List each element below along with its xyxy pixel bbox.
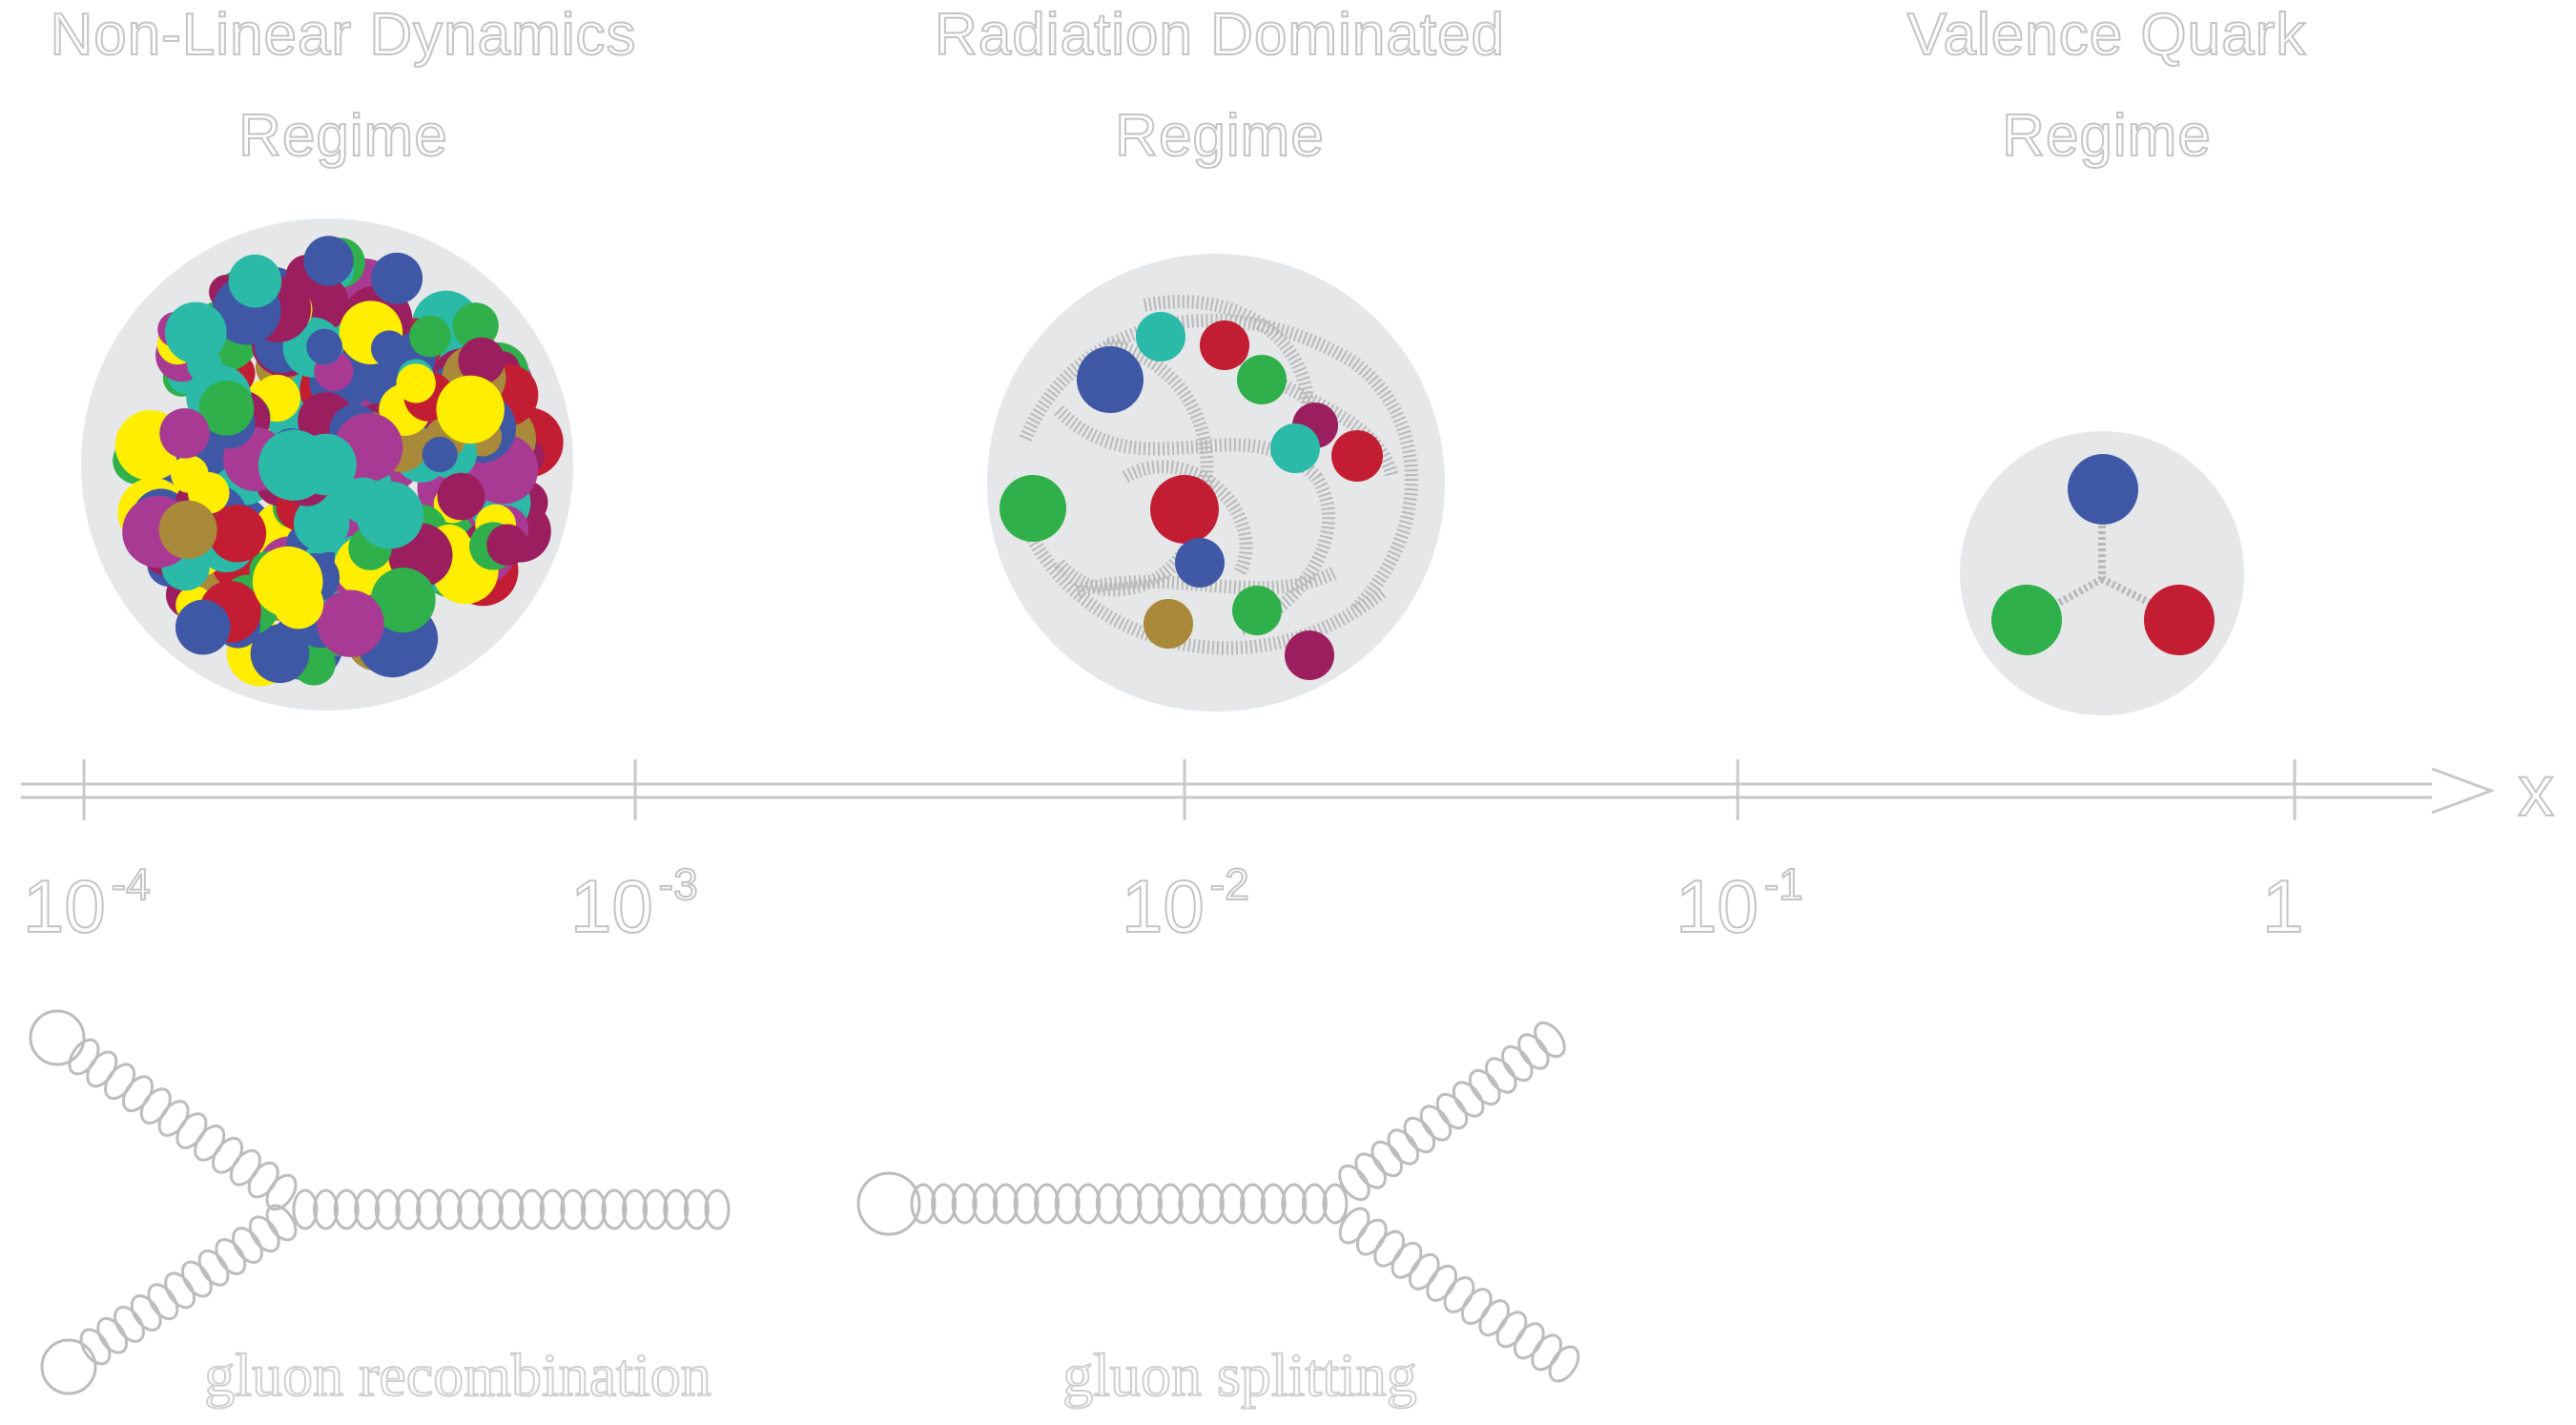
valence-quark-red: [2144, 585, 2215, 655]
regime-title-nonlinear-line2: Regime: [0, 86, 773, 187]
splitting-coils: [912, 1018, 1584, 1387]
gluon-splitting-label: gluon splitting: [906, 1340, 1574, 1411]
tick-label-4-exp: -1: [1764, 859, 1803, 909]
regime-title-nonlinear-line1: Non-Linear Dynamics: [0, 0, 773, 86]
gluon-recombination-diagram: [31, 1011, 729, 1394]
gluon-recombination-label: gluon recombination: [124, 1340, 792, 1411]
tick-label-2-exp: -3: [659, 859, 698, 909]
parton-dot: [1150, 475, 1219, 544]
parton-dot: [1285, 630, 1334, 680]
tick-label-3-exp: -2: [1210, 859, 1249, 909]
axis-ticks: [84, 759, 2295, 820]
gluon-coil-loop: [1350, 1148, 1391, 1192]
gluon-coil-loop: [1530, 1018, 1571, 1062]
regime-title-valence-line1: Valence Quark: [1678, 0, 2536, 86]
parton-dot: [159, 501, 217, 559]
gluon-coil-loop: [1367, 1137, 1408, 1181]
parton-dot: [1136, 312, 1185, 361]
parton-dot: [1144, 599, 1193, 649]
parton-dot: [274, 579, 324, 630]
gluon-coil-loop: [1415, 1101, 1456, 1145]
parton-dot: [1077, 346, 1144, 413]
tick-label-2-base: 10: [570, 864, 653, 948]
parton-dot: [1175, 538, 1225, 588]
gluon-coil-loop: [176, 1257, 216, 1302]
regime-title-radiation-line2: Regime: [791, 86, 1649, 187]
parton-dot: [486, 525, 528, 567]
valence-quark-green: [1991, 585, 2062, 655]
parton-dot: [397, 363, 436, 403]
valence-proton-disk: [1960, 431, 2244, 715]
regime-title-radiation: Radiation Dominated Regime: [791, 0, 1649, 187]
tick-label-5-base: 1: [2262, 864, 2303, 948]
gluon-coil-loop: [126, 1291, 166, 1335]
gluon-coil-loop: [1334, 1161, 1375, 1205]
parton-dot: [209, 505, 266, 562]
tick-label-3: 10 -2: [1122, 858, 1249, 950]
parton-dot: [165, 302, 227, 364]
gluon-coil-loop: [227, 1223, 267, 1268]
parton-dot: [371, 330, 407, 366]
regime-title-nonlinear: Non-Linear Dynamics Regime: [0, 0, 773, 187]
parton-dot: [175, 600, 231, 655]
gluon-coil-loop: [1496, 1042, 1537, 1085]
parton-dot: [437, 376, 505, 444]
regime-title-valence: Valence Quark Regime: [1678, 0, 2536, 187]
tick-label-1: 10 -4: [23, 858, 151, 950]
nonlinear-proton-disk: [81, 218, 573, 711]
tick-label-5: 1: [2262, 858, 2309, 950]
parton-dot: [438, 473, 485, 521]
parton-dot: [371, 253, 422, 304]
tick-label-4: 10 -1: [1676, 858, 1803, 950]
axis-variable-label: x: [2518, 750, 2554, 833]
parton-dot: [1232, 586, 1282, 635]
parton-dot: [1331, 430, 1383, 482]
parton-dot: [1270, 423, 1320, 473]
gluon-coil-loop: [194, 1246, 234, 1291]
tick-label-4-base: 10: [1676, 864, 1759, 948]
recombination-coils: [64, 1035, 729, 1370]
tick-label-2: 10 -3: [570, 858, 698, 950]
gluon-coil-loop: [1399, 1113, 1440, 1157]
gluon-coil-loop: [1464, 1065, 1505, 1109]
gluon-coil-loop: [1432, 1089, 1473, 1133]
valence-quark-blue: [2068, 454, 2138, 525]
parton-dot: [229, 255, 282, 308]
tick-label-1-base: 10: [23, 864, 106, 948]
gluon-coil-loop: [1383, 1125, 1424, 1168]
gluon-splitting-diagram: [858, 1018, 1584, 1387]
regime-title-radiation-line1: Radiation Dominated: [791, 0, 1649, 86]
parton-dot: [1200, 320, 1249, 370]
parton-dot: [409, 316, 451, 358]
parton-dot: [258, 430, 329, 501]
gluon-coil-loop: [1480, 1053, 1521, 1097]
axis-arrowhead: [2432, 769, 2491, 813]
parton-dot: [1237, 355, 1287, 404]
parton-dot: [422, 437, 458, 472]
tick-label-1-exp: -4: [112, 859, 151, 909]
gluon-coil-loop: [1448, 1077, 1489, 1121]
gluon-coil-loop: [1513, 1029, 1554, 1073]
radiation-proton-disk: [987, 254, 1445, 712]
parton-dot: [306, 329, 342, 365]
regime-title-valence-line2: Regime: [1678, 86, 2536, 187]
parton-dot: [303, 236, 353, 285]
parton-dot: [999, 475, 1066, 542]
parton-dot: [159, 408, 210, 459]
parton-dot: [317, 590, 383, 657]
gluon-coil-loop: [160, 1269, 200, 1313]
gluon-coil-loop: [143, 1279, 183, 1324]
tick-label-3-base: 10: [1122, 864, 1205, 948]
x-axis: [21, 759, 2491, 820]
gluon-coil-loop: [211, 1234, 251, 1279]
gluon-coil-loop: [244, 1212, 284, 1257]
